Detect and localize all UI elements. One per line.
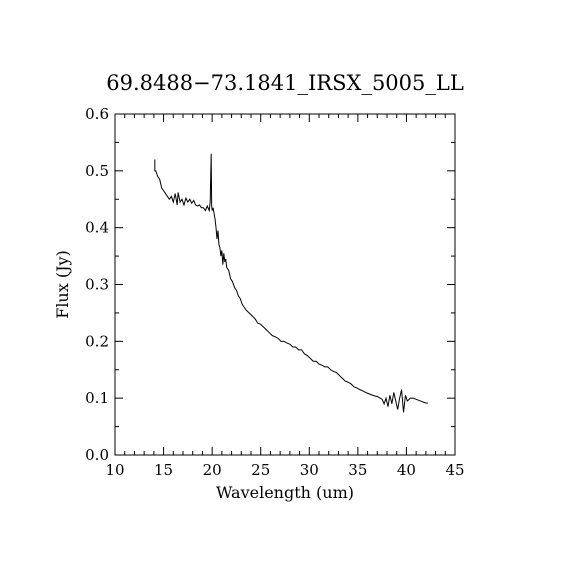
y-tick-label: 0.5 (85, 162, 109, 180)
x-tick-label: 25 (251, 461, 270, 479)
series-group (154, 153, 428, 413)
y-tick-label: 0.2 (85, 332, 109, 350)
flux-spectrum-line (154, 153, 428, 413)
x-tick-label: 40 (397, 461, 416, 479)
axis-tick-labels: 10 15 20 25 30 35 40 45 0.0 0.1 0.2 0.3 0.4 0.5 0.6 (85, 105, 464, 479)
y-tick-label: 0.1 (85, 389, 109, 407)
x-tick-label: 30 (300, 461, 319, 479)
y-tick-label: 0.4 (85, 219, 109, 237)
y-tick-label: 0.6 (85, 105, 109, 123)
x-axis-label: Wavelength (um) (216, 483, 354, 502)
axis-ticks (114, 113, 456, 456)
y-axis-label: Flux (Jy) (53, 250, 72, 319)
x-tick-label: 35 (348, 461, 367, 479)
x-tick-label: 10 (105, 461, 124, 479)
x-tick-label: 45 (445, 461, 464, 479)
y-tick-label: 0.0 (85, 446, 109, 464)
x-tick-label: 15 (154, 461, 173, 479)
chart-title: 69.8488−73.1841_IRSX_5005_LL (106, 71, 464, 95)
x-tick-label: 20 (203, 461, 222, 479)
y-tick-label: 0.3 (85, 276, 109, 294)
plot-frame (114, 113, 456, 456)
